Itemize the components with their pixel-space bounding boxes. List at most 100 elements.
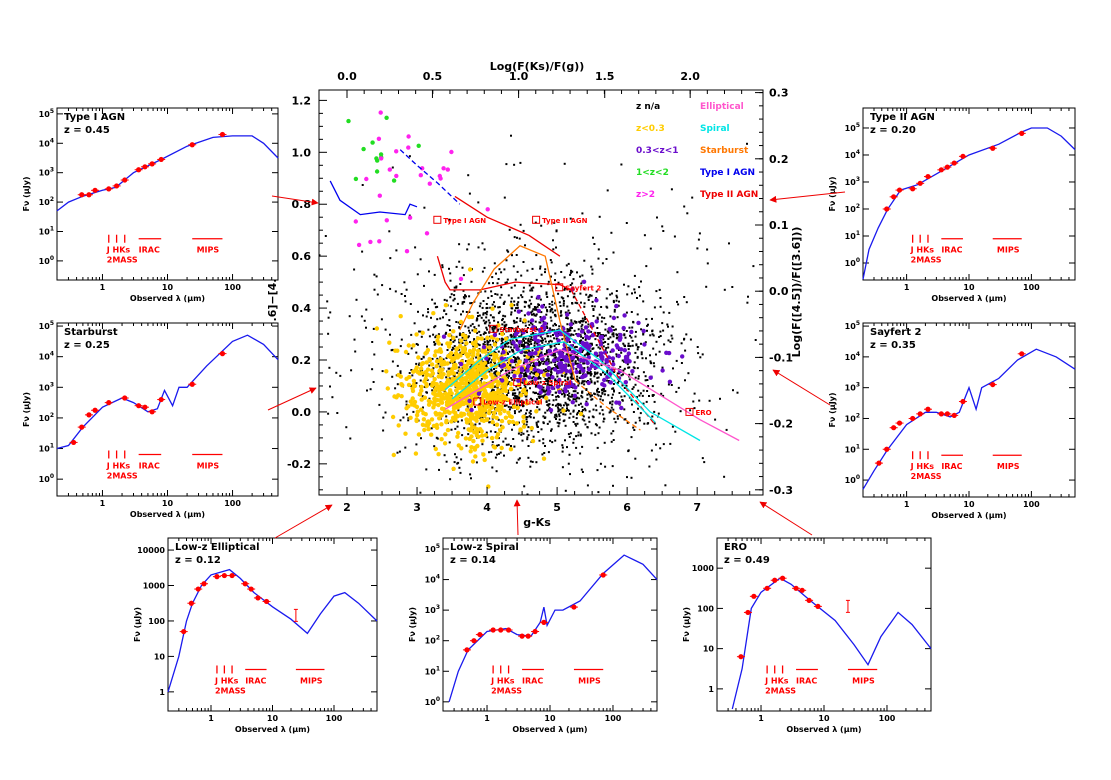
data-point bbox=[434, 425, 440, 430]
data-point bbox=[510, 335, 513, 338]
data-point bbox=[506, 342, 509, 345]
data-point bbox=[467, 428, 473, 433]
data-point bbox=[554, 363, 556, 366]
data-point bbox=[558, 350, 563, 355]
data-point bbox=[488, 358, 491, 361]
data-point bbox=[371, 341, 374, 343]
data-point bbox=[663, 343, 666, 346]
data-point bbox=[487, 362, 490, 364]
data-point bbox=[572, 415, 575, 418]
data-point bbox=[513, 366, 516, 369]
data-point bbox=[507, 413, 513, 419]
data-point bbox=[441, 387, 446, 392]
data-point bbox=[491, 400, 496, 406]
data-point bbox=[670, 334, 673, 337]
data-point bbox=[675, 390, 678, 393]
data-point bbox=[554, 302, 557, 305]
data-point bbox=[471, 385, 477, 390]
data-point bbox=[452, 299, 455, 302]
data-point bbox=[520, 409, 522, 412]
data-point bbox=[576, 357, 579, 360]
y-tick-base: 10 bbox=[845, 259, 857, 268]
data-point bbox=[520, 309, 523, 312]
sed-model-curve bbox=[448, 554, 658, 702]
data-point bbox=[549, 339, 552, 342]
template-marker bbox=[513, 378, 522, 387]
data-point bbox=[604, 349, 607, 352]
data-point bbox=[575, 435, 578, 438]
data-point bbox=[566, 328, 569, 331]
data-point bbox=[613, 390, 615, 393]
legend-redshift-item: z n/a bbox=[636, 102, 660, 112]
data-point bbox=[404, 446, 407, 449]
data-point bbox=[523, 374, 526, 377]
y-tick-label: 0.2 bbox=[292, 354, 312, 367]
data-point bbox=[584, 318, 587, 321]
data-point bbox=[570, 377, 573, 380]
data-point bbox=[537, 420, 540, 423]
data-point bbox=[550, 307, 553, 310]
photometry-point bbox=[71, 439, 77, 446]
data-point bbox=[550, 411, 553, 414]
data-point bbox=[524, 301, 527, 304]
y-tick-label: 101 bbox=[425, 665, 440, 676]
data-point bbox=[566, 407, 568, 410]
data-point bbox=[566, 446, 568, 449]
photometry-point bbox=[944, 164, 950, 170]
data-point bbox=[485, 431, 488, 434]
data-point bbox=[487, 296, 490, 299]
data-point bbox=[415, 370, 421, 375]
data-point bbox=[505, 443, 508, 446]
data-point bbox=[543, 452, 546, 454]
data-point bbox=[643, 422, 646, 425]
data-point bbox=[527, 339, 530, 342]
data-point bbox=[422, 406, 424, 409]
data-point bbox=[553, 357, 556, 360]
x-tick-label: 1 bbox=[100, 283, 106, 292]
data-point bbox=[503, 404, 506, 407]
data-point bbox=[607, 346, 610, 349]
data-point bbox=[485, 335, 490, 341]
data-point bbox=[546, 309, 548, 312]
data-point bbox=[510, 134, 512, 137]
data-point bbox=[449, 361, 451, 364]
data-point bbox=[569, 271, 572, 274]
data-point bbox=[468, 192, 471, 195]
y-tick-base: 10 bbox=[39, 322, 51, 331]
data-point bbox=[564, 375, 567, 378]
data-point bbox=[494, 351, 497, 354]
data-point bbox=[526, 351, 529, 354]
data-point bbox=[594, 373, 597, 376]
data-point bbox=[419, 491, 422, 494]
y-tick-exponent: 3 bbox=[50, 167, 54, 174]
data-point bbox=[628, 378, 631, 381]
template-marker bbox=[532, 215, 541, 224]
data-point bbox=[490, 368, 493, 371]
data-point bbox=[732, 389, 734, 392]
data-point bbox=[490, 369, 493, 372]
data-point bbox=[417, 391, 423, 397]
data-point bbox=[537, 303, 540, 306]
data-point bbox=[568, 399, 571, 402]
data-point bbox=[434, 412, 440, 417]
data-point bbox=[602, 345, 605, 348]
data-point bbox=[649, 247, 652, 250]
data-point bbox=[549, 327, 552, 330]
data-point bbox=[446, 344, 452, 349]
data-point bbox=[489, 306, 492, 309]
data-point bbox=[568, 346, 571, 349]
data-point bbox=[481, 401, 486, 406]
data-point bbox=[532, 372, 535, 375]
data-point bbox=[576, 396, 579, 399]
data-point bbox=[598, 332, 601, 335]
top-tick-label: 1.5 bbox=[595, 70, 615, 83]
data-point bbox=[636, 297, 638, 299]
data-point bbox=[467, 314, 472, 320]
data-point bbox=[518, 335, 521, 338]
y-tick-base: 10 bbox=[39, 227, 51, 236]
right-tick-label: 0.1 bbox=[769, 219, 789, 232]
data-point bbox=[564, 489, 567, 492]
data-point bbox=[382, 429, 385, 432]
data-point bbox=[660, 368, 665, 373]
data-point bbox=[598, 412, 601, 415]
